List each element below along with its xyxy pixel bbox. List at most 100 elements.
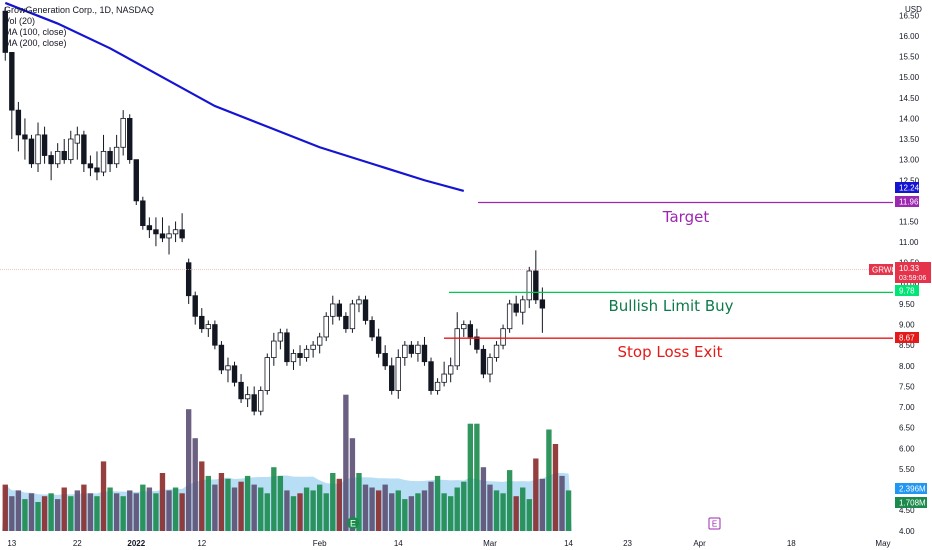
- candle[interactable]: [395, 349, 401, 399]
- candle[interactable]: [277, 328, 284, 350]
- candle[interactable]: [113, 134, 120, 168]
- candle[interactable]: [356, 295, 362, 313]
- candle[interactable]: [54, 143, 61, 168]
- volume-bar: [480, 467, 487, 531]
- candle[interactable]: [408, 341, 415, 358]
- earnings-marker-1[interactable]: E: [347, 517, 359, 529]
- candle[interactable]: [539, 287, 546, 333]
- candle[interactable]: [323, 312, 329, 342]
- indicator-ma100[interactable]: MA (100, close): [4, 27, 67, 37]
- candle[interactable]: [441, 361, 447, 387]
- candle[interactable]: [166, 225, 172, 255]
- candle[interactable]: [212, 320, 218, 350]
- candle[interactable]: [447, 357, 454, 383]
- time-tick-label: 14: [564, 539, 573, 548]
- time-axis[interactable]: 1322202212Feb14Mar1423Apr18May16Jun13: [7, 539, 932, 548]
- candle[interactable]: [81, 130, 87, 173]
- candle[interactable]: [22, 118, 28, 160]
- candle[interactable]: [41, 126, 48, 164]
- candle[interactable]: [231, 361, 238, 387]
- candle[interactable]: [434, 378, 441, 395]
- candle[interactable]: [369, 316, 375, 342]
- candle[interactable]: [185, 258, 192, 304]
- candle[interactable]: [107, 147, 113, 173]
- candle[interactable]: [127, 114, 133, 164]
- candle[interactable]: [336, 299, 343, 321]
- candle-body: [369, 320, 375, 338]
- candle-body: [218, 344, 225, 371]
- candle[interactable]: [205, 320, 212, 337]
- candle[interactable]: [487, 353, 493, 383]
- candle[interactable]: [244, 386, 251, 408]
- candle[interactable]: [192, 291, 198, 325]
- candle[interactable]: [533, 250, 539, 304]
- candle[interactable]: [316, 332, 323, 354]
- candle[interactable]: [303, 345, 310, 362]
- candle[interactable]: [258, 386, 264, 416]
- candle[interactable]: [480, 345, 487, 379]
- candle[interactable]: [9, 52, 15, 140]
- candle[interactable]: [349, 299, 356, 333]
- candle[interactable]: [493, 341, 500, 362]
- candle[interactable]: [179, 213, 185, 243]
- candle[interactable]: [513, 295, 519, 317]
- candle[interactable]: [2, 7, 8, 61]
- vol-ma-tag: [895, 483, 927, 494]
- candle[interactable]: [35, 122, 41, 173]
- price-pane[interactable]: [2, 1, 546, 416]
- candle[interactable]: [159, 217, 166, 243]
- candle[interactable]: [61, 139, 67, 164]
- candle[interactable]: [343, 312, 349, 333]
- candle[interactable]: [264, 353, 270, 395]
- candle[interactable]: [87, 155, 94, 177]
- candle[interactable]: [421, 336, 428, 366]
- earnings-marker-2[interactable]: E: [708, 517, 721, 530]
- candle[interactable]: [199, 308, 205, 333]
- candle[interactable]: [402, 341, 408, 366]
- indicator-ma200[interactable]: MA (200, close): [4, 38, 67, 48]
- candle[interactable]: [415, 341, 421, 362]
- candle[interactable]: [284, 328, 290, 366]
- candle[interactable]: [28, 134, 35, 168]
- candle[interactable]: [271, 332, 277, 366]
- candle[interactable]: [120, 110, 126, 156]
- candle[interactable]: [133, 159, 139, 205]
- candle[interactable]: [330, 295, 336, 325]
- candle[interactable]: [389, 357, 395, 395]
- candle[interactable]: [310, 341, 316, 358]
- candle[interactable]: [500, 324, 506, 350]
- candle[interactable]: [251, 386, 257, 416]
- candle[interactable]: [362, 295, 369, 325]
- price-tick-label: 7.00: [899, 403, 915, 412]
- candle[interactable]: [74, 126, 81, 160]
- candle[interactable]: [15, 101, 22, 152]
- candle[interactable]: [146, 217, 153, 238]
- candle[interactable]: [48, 151, 54, 181]
- candle[interactable]: [382, 345, 388, 370]
- candle[interactable]: [140, 196, 146, 230]
- candle[interactable]: [461, 320, 467, 337]
- candle[interactable]: [218, 341, 225, 375]
- candle[interactable]: [225, 357, 231, 383]
- candle-body: [533, 270, 539, 301]
- candle[interactable]: [297, 345, 303, 366]
- candle[interactable]: [467, 320, 474, 346]
- candle[interactable]: [238, 374, 244, 403]
- candle[interactable]: [526, 266, 532, 309]
- candle[interactable]: [428, 357, 434, 395]
- volume-bar: [506, 470, 513, 531]
- candle[interactable]: [520, 295, 526, 325]
- candle[interactable]: [290, 349, 297, 370]
- candle[interactable]: [100, 134, 107, 177]
- candle[interactable]: [474, 328, 480, 354]
- candle[interactable]: [506, 299, 513, 333]
- candle[interactable]: [68, 130, 74, 164]
- indicator-volume[interactable]: Vol (20): [4, 16, 35, 26]
- candle[interactable]: [94, 151, 100, 181]
- candle[interactable]: [172, 221, 179, 243]
- volume-bar: [127, 490, 133, 531]
- candle[interactable]: [454, 312, 460, 370]
- candle[interactable]: [375, 328, 382, 358]
- candle[interactable]: [153, 217, 159, 247]
